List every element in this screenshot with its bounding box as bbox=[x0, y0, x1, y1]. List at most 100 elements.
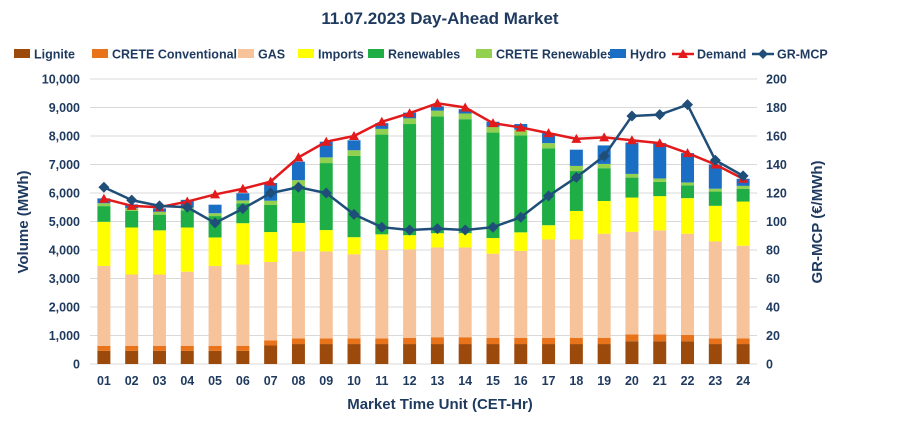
legend-label: CRETE Conventional bbox=[112, 48, 237, 62]
x-tick-label: 10 bbox=[347, 374, 361, 388]
bar-segment bbox=[486, 344, 500, 364]
bar-segment bbox=[542, 143, 556, 149]
bar-segment bbox=[152, 230, 166, 275]
bar-segment bbox=[375, 123, 389, 129]
bar-segment bbox=[430, 233, 444, 248]
y-tick-label: 2,000 bbox=[49, 301, 80, 315]
bar-segment bbox=[486, 132, 500, 239]
bar-segment bbox=[625, 197, 639, 232]
bar-stack bbox=[514, 124, 528, 364]
bar-stack bbox=[347, 140, 361, 364]
bar-stack bbox=[236, 193, 250, 364]
bar-stack bbox=[430, 106, 444, 364]
bar-segment bbox=[458, 113, 472, 120]
legend-item: Lignite bbox=[14, 48, 75, 62]
bar-segment bbox=[653, 181, 667, 197]
bar-segment bbox=[458, 337, 472, 345]
legend-marker bbox=[678, 49, 688, 58]
bar-segment bbox=[236, 200, 250, 204]
bar-segment bbox=[681, 153, 695, 183]
bar-segment bbox=[514, 250, 528, 338]
legend-item: CRETE Renewables bbox=[476, 48, 614, 62]
x-tick-label: 19 bbox=[597, 374, 611, 388]
series-line bbox=[103, 103, 744, 232]
demand-point bbox=[460, 102, 471, 112]
bar-segment bbox=[236, 223, 250, 265]
bar-segment bbox=[291, 222, 305, 252]
bar-segment bbox=[681, 198, 695, 234]
bar-segment bbox=[653, 334, 667, 342]
bar-segment bbox=[653, 143, 667, 179]
bar-segment bbox=[542, 239, 556, 338]
legend-label: Imports bbox=[318, 48, 364, 62]
bar-segment bbox=[208, 265, 222, 346]
bar-segment bbox=[208, 350, 222, 364]
bar-segment bbox=[125, 210, 139, 228]
bar-segment bbox=[569, 337, 583, 345]
bar-stack bbox=[458, 109, 472, 364]
demand-point bbox=[487, 118, 498, 128]
legend-swatch bbox=[238, 49, 254, 58]
bar-segment bbox=[430, 106, 444, 111]
legend-label: Hydro bbox=[630, 48, 666, 62]
y2-tick-label: 160 bbox=[766, 130, 787, 144]
y-tick-label: 3,000 bbox=[49, 272, 80, 286]
bar-stack bbox=[653, 143, 667, 364]
x-tick-label: 17 bbox=[542, 374, 556, 388]
x-tick-label: 23 bbox=[708, 374, 722, 388]
bar-segment bbox=[264, 232, 278, 262]
demand-point bbox=[404, 108, 415, 118]
bar-segment bbox=[291, 185, 305, 223]
bar-segment bbox=[597, 344, 611, 364]
bar-segment bbox=[486, 253, 500, 338]
bar-segment bbox=[180, 271, 194, 346]
y2-tick-label: 100 bbox=[766, 215, 787, 229]
bar-stack bbox=[736, 178, 750, 364]
bar-segment bbox=[569, 171, 583, 211]
mcp-point bbox=[682, 99, 694, 111]
legend-item: Imports bbox=[298, 48, 364, 62]
bar-stack bbox=[569, 149, 583, 364]
bar-segment bbox=[375, 128, 389, 135]
x-tick-label: 03 bbox=[153, 374, 167, 388]
x-tick-label: 24 bbox=[736, 374, 750, 388]
demand-point bbox=[599, 132, 610, 142]
bar-stack bbox=[180, 199, 194, 364]
mcp-point bbox=[515, 211, 527, 223]
legend-label: Demand bbox=[697, 48, 746, 62]
legend-label: GAS bbox=[258, 48, 285, 62]
legend-item: GR-MCP bbox=[752, 48, 828, 62]
demand-point bbox=[265, 176, 276, 186]
x-tick-label: 09 bbox=[319, 374, 333, 388]
y2-tick-label: 40 bbox=[766, 301, 780, 315]
x-tick-label: 20 bbox=[625, 374, 639, 388]
y2-axis-label: GR-MCP (€/MWh) bbox=[809, 160, 826, 283]
bar-segment bbox=[208, 345, 222, 351]
bar-segment bbox=[569, 239, 583, 338]
bar-segment bbox=[208, 237, 222, 266]
bar-segment bbox=[319, 338, 333, 345]
bar-segment bbox=[736, 185, 750, 189]
demand-point bbox=[626, 135, 637, 145]
legend-label: GR-MCP bbox=[777, 48, 828, 62]
demand-point bbox=[210, 189, 221, 199]
bar-segment bbox=[514, 129, 528, 136]
bar-stack bbox=[486, 121, 500, 364]
mcp-point bbox=[626, 110, 638, 122]
bar-segment bbox=[430, 247, 444, 338]
mcp-point bbox=[181, 201, 193, 213]
bar-segment bbox=[597, 337, 611, 345]
y-tick-label: 10,000 bbox=[42, 73, 80, 87]
demand-point bbox=[349, 131, 360, 140]
bar-segment bbox=[125, 345, 139, 351]
y2-tick-label: 60 bbox=[766, 272, 780, 286]
y-tick-label: 7,000 bbox=[49, 158, 80, 172]
bar-segment bbox=[542, 133, 556, 144]
bar-segment bbox=[264, 261, 278, 341]
bar-segment bbox=[597, 200, 611, 234]
bar-segment bbox=[514, 135, 528, 233]
x-tick-label: 01 bbox=[97, 374, 111, 388]
mcp-point bbox=[543, 190, 555, 202]
bar-segment bbox=[430, 344, 444, 364]
bar-segment bbox=[152, 345, 166, 351]
